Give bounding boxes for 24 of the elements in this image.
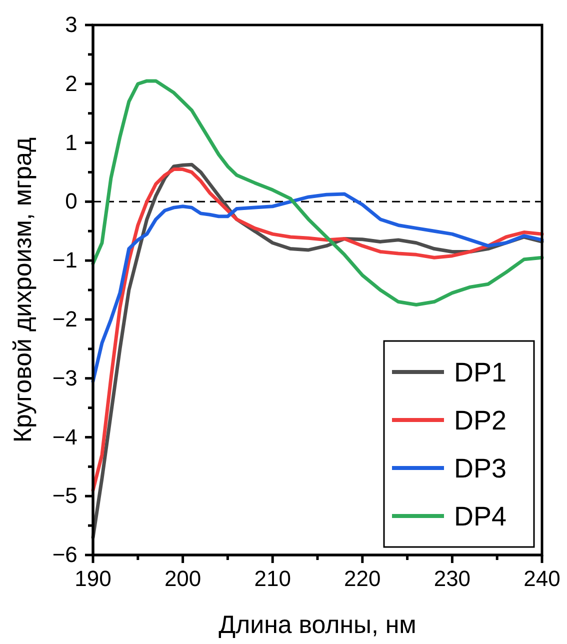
y-tick-label: −4 [52,424,78,450]
y-tick-label: −1 [52,248,78,273]
x-tick-label: 200 [164,566,202,591]
legend-label: DP1 [454,357,507,388]
x-tick-label: 190 [74,566,112,591]
legend-label: DP4 [454,501,507,532]
y-tick-label: 3 [65,12,78,38]
y-tick-label: 1 [65,130,78,155]
line-series [91,79,544,306]
x-tick-label: 240 [524,566,560,591]
x-tick-label: 230 [434,566,471,591]
y-tick-label: −2 [52,306,78,332]
y-tick-label: −6 [52,542,78,568]
y-tick-label: −3 [52,365,78,390]
line-series [91,192,544,384]
legend-label: DP2 [454,405,507,436]
y-tick-label: 0 [65,188,78,214]
legend-label: DP3 [454,453,507,484]
y-tick-label: −5 [52,483,78,508]
x-tick-label: 220 [344,566,381,591]
y-axis-title: Круговой дихроизм, мград [9,137,37,443]
x-axis-title: Длина волны, нм [218,611,416,639]
y-tick-label: 2 [65,70,78,96]
x-tick-label: 210 [254,566,291,591]
